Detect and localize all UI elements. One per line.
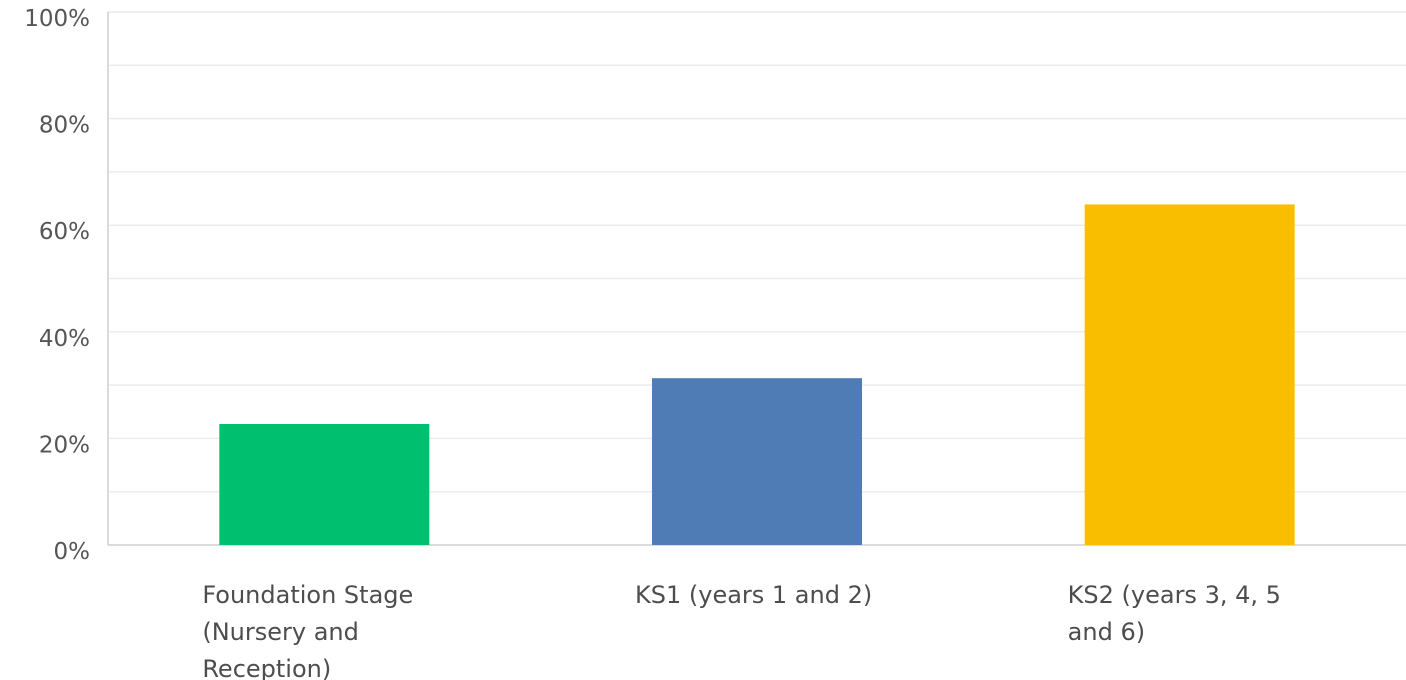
y-tick-label: 80% (39, 113, 90, 139)
bar (652, 378, 862, 545)
bar (1084, 204, 1295, 545)
y-tick-label: 40% (39, 326, 90, 352)
y-tick-label: 100% (24, 6, 90, 32)
y-tick-label: 0% (54, 539, 91, 565)
bars (219, 204, 1295, 545)
category-label: KS2 (years 3, 4, 5 and 6) (1068, 581, 1281, 646)
y-tick-labels: 0% 20% 40% 60% 80% 100% (24, 6, 90, 565)
category-label: Foundation Stage (Nursery and Reception) (202, 581, 413, 680)
bar (219, 424, 430, 545)
category-labels: Foundation Stage (Nursery and Reception) KS… (202, 581, 1281, 680)
category-label: KS1 (years 1 and 2) (635, 581, 872, 609)
y-tick-label: 20% (39, 432, 90, 458)
y-tick-label: 60% (39, 219, 90, 245)
